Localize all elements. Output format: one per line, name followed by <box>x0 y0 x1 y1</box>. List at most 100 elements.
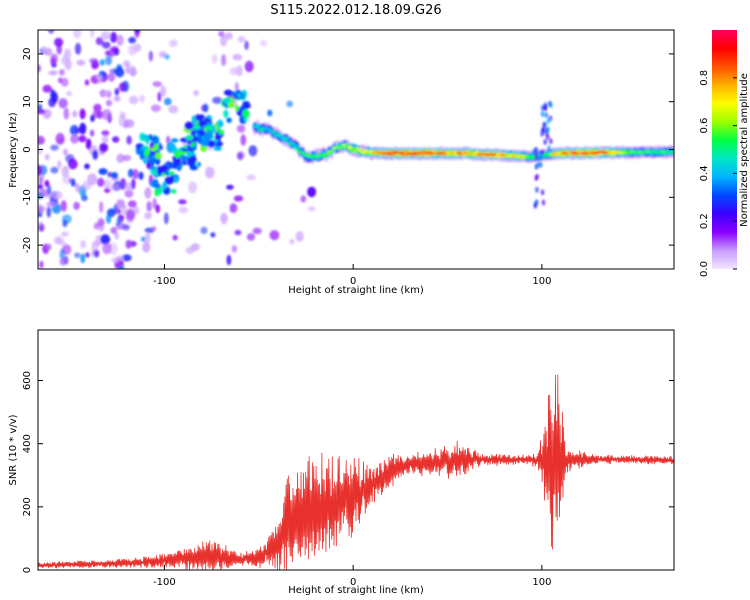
noise-blob <box>269 230 280 241</box>
noise-blob <box>45 243 52 251</box>
noise-blob <box>127 200 137 208</box>
noise-blob <box>178 199 187 205</box>
noise-blob <box>101 41 111 49</box>
noise-blob <box>62 174 72 185</box>
noise-blob <box>233 195 244 202</box>
noise-blob <box>46 206 51 218</box>
burst-blob <box>546 117 551 124</box>
noise-blob <box>95 37 104 46</box>
signal-blob <box>154 188 160 197</box>
noise-blob <box>96 177 105 187</box>
signal-blob <box>230 91 239 97</box>
burst-blob <box>534 199 539 206</box>
noise-blob <box>54 37 64 47</box>
x-tick-label: 0 <box>350 276 356 287</box>
y-tick-label: 200 <box>22 497 33 516</box>
noise-blob <box>212 96 222 104</box>
noise-blob <box>50 89 56 101</box>
signal-blob <box>208 140 216 148</box>
signal-blob <box>151 179 159 188</box>
noise-blob <box>152 81 162 87</box>
noise-blob <box>87 173 98 186</box>
noise-blob <box>122 60 131 67</box>
noise-blob <box>160 85 167 97</box>
ridge-segment <box>279 135 284 138</box>
signal-blob <box>243 117 248 122</box>
noise-blob <box>85 252 90 258</box>
x-tick-label: 100 <box>532 577 551 588</box>
noise-blob <box>267 109 273 117</box>
noise-blob <box>125 209 136 221</box>
y-tick-label: 400 <box>22 434 33 453</box>
noise-blob <box>93 249 100 258</box>
signal-blob <box>173 176 178 184</box>
noise-blob <box>61 231 69 237</box>
noise-blob <box>125 239 132 249</box>
snr-x-label: Height of straight line (km) <box>288 585 424 596</box>
ridge-segment <box>329 150 335 153</box>
noise-blob <box>188 181 198 194</box>
burst-blob <box>543 102 548 109</box>
noise-blob <box>295 231 304 242</box>
noise-blob <box>50 166 59 174</box>
colorbar-strip <box>712 30 737 269</box>
noise-blob <box>90 114 95 122</box>
noise-blob <box>116 199 125 209</box>
noise-blob <box>55 132 65 145</box>
noise-blob <box>150 104 161 112</box>
noise-blob <box>99 142 108 153</box>
burst-blob <box>537 154 542 161</box>
signal-blob <box>218 129 224 135</box>
signal-blob <box>187 160 196 167</box>
ridge-segment <box>358 148 364 152</box>
noise-blob <box>142 241 151 253</box>
noise-blob <box>105 55 113 66</box>
ridge-segment <box>265 127 271 131</box>
noise-blob <box>220 214 228 222</box>
noise-blob <box>134 30 141 34</box>
noise-blob <box>99 59 105 66</box>
signal-blob <box>170 138 179 143</box>
ridge-segment <box>255 125 261 128</box>
noise-blob <box>226 254 232 266</box>
noise-blob <box>102 179 112 189</box>
burst-blob <box>534 175 538 181</box>
signal-blob <box>213 146 222 151</box>
noise-blob <box>58 69 65 76</box>
noise-blob <box>99 201 104 213</box>
spectrogram-x-label: Height of straight line (km) <box>288 285 424 296</box>
noise-blob <box>112 136 120 143</box>
signal-blob <box>190 142 196 148</box>
noise-blob <box>116 208 122 215</box>
noise-blob <box>252 227 262 235</box>
noise-blob <box>101 135 109 144</box>
x-tick-label: 0 <box>350 577 356 588</box>
noise-blob <box>38 184 44 190</box>
burst-blob <box>544 112 549 119</box>
noise-blob <box>59 258 66 266</box>
noise-blob <box>110 183 120 192</box>
noise-blob <box>193 90 200 96</box>
noise-blob <box>203 103 209 113</box>
signal-blob <box>242 103 251 109</box>
noise-blob <box>240 134 247 146</box>
noise-blob <box>229 67 239 75</box>
spectrogram-heat-layer <box>38 30 674 269</box>
noise-blob <box>63 107 70 120</box>
noise-blob <box>200 226 208 234</box>
noise-blob <box>150 226 157 232</box>
noise-blob <box>75 183 80 193</box>
noise-blob <box>124 189 134 198</box>
burst-blob <box>545 133 550 140</box>
noise-blob <box>97 75 102 85</box>
noise-blob <box>64 58 72 70</box>
noise-blob <box>71 181 76 187</box>
noise-blob <box>89 30 95 38</box>
noise-blob <box>44 180 50 187</box>
signal-blob <box>184 121 194 130</box>
noise-blob <box>91 60 100 69</box>
snr-series-line <box>38 374 674 570</box>
signal-blob <box>180 148 188 152</box>
noise-blob <box>44 153 50 161</box>
ridge-segment <box>345 144 350 147</box>
